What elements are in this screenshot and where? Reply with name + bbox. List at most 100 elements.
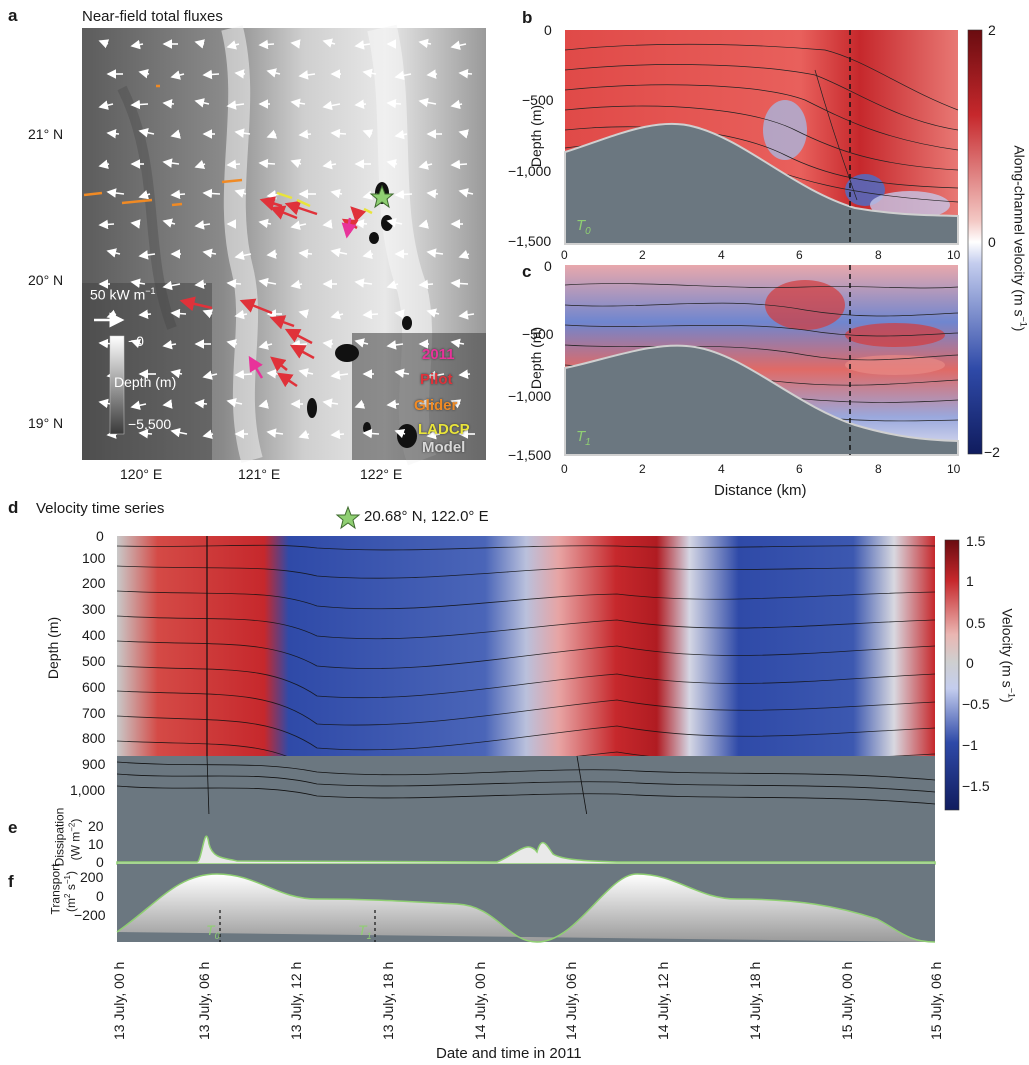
legend-glider: Glider [414, 397, 458, 414]
flux-arrow [362, 129, 374, 139]
flux-arrow [130, 219, 141, 229]
depth-bar-top: −0 [128, 333, 144, 349]
flux-arrow [354, 278, 373, 288]
flux-arrow [418, 97, 437, 108]
flux-arrow [458, 68, 473, 79]
e-tick-10: 10 [88, 836, 104, 852]
d-depth-300: 300 [82, 601, 106, 617]
flux-arrow [426, 370, 445, 381]
transport-plot [116, 864, 936, 943]
b-depth-0: 0 [544, 22, 552, 38]
flux-arrow [266, 68, 281, 78]
flux-arrow [330, 370, 349, 380]
f-tick-0: 0 [96, 888, 104, 904]
flux-arrow [418, 160, 433, 170]
b-depth-1500: −1,500 [508, 233, 552, 249]
c-xlabel: Distance (km) [714, 482, 807, 499]
flux-arrow [354, 218, 368, 229]
flux-arrow [290, 39, 301, 49]
flux-arrow [386, 399, 400, 410]
scale-arrow-label: 50 kW m−1 [90, 286, 156, 303]
lon-120: 120° E [120, 466, 163, 482]
flux-arrow [394, 129, 408, 140]
flux-arrow [258, 39, 275, 50]
flux-arrow [226, 159, 241, 170]
flux-arrow [266, 369, 279, 379]
flux-arrow [458, 310, 475, 320]
panel-b-tag: T0 [576, 217, 591, 237]
flux-arrow [386, 340, 404, 350]
flux-arrow [394, 309, 405, 319]
flux-arrow [226, 339, 238, 349]
panel-e-label: e [8, 818, 18, 837]
flux-arrow [130, 338, 142, 349]
b-depth-500: −500 [522, 92, 554, 108]
bc-cbar-mid: 0 [988, 234, 996, 250]
legend-2011: 2011 [422, 346, 455, 363]
e-tick-0: 0 [96, 854, 104, 870]
flux-arrow [290, 98, 306, 108]
panel-a-label: a [8, 6, 18, 25]
c-dist-10: 10 [947, 462, 961, 476]
flux-arrow [450, 338, 465, 349]
flux-arrow [354, 40, 371, 50]
section-b-plot [564, 30, 959, 245]
flux-arrow [162, 339, 177, 350]
flux-arrow [194, 220, 211, 230]
flux-arrow [362, 68, 377, 79]
flux-arrow [98, 398, 112, 409]
flux-arrow [330, 429, 345, 440]
flux-arrow [266, 129, 278, 139]
flux-arrow [362, 428, 380, 439]
b-ylabel: Depth (m) [528, 104, 545, 168]
flux-arrow [290, 158, 302, 169]
d-cbar-15: 1.5 [966, 533, 986, 549]
flux-arrow [298, 368, 314, 378]
legend-pilot: Pilot [420, 371, 453, 388]
flux-arrow [202, 188, 221, 199]
flux-arrow [170, 70, 185, 80]
flux-arrow [170, 368, 183, 379]
flux-arrow [202, 370, 218, 380]
c-dist-6: 6 [796, 462, 803, 476]
flux-arrow [290, 220, 307, 231]
lat-19: 19° N [28, 415, 64, 431]
d-depth-800: 800 [82, 730, 106, 746]
lon-121: 121° E [238, 466, 281, 482]
time-7: 14 July, 18 h [747, 961, 763, 1040]
flux-arrow [170, 189, 186, 200]
flux-arrow [426, 248, 444, 258]
flux-arrow [354, 99, 367, 109]
lon-122: 122° E [360, 466, 403, 482]
f-t0-label: T0 [206, 922, 220, 941]
flux-arrow [234, 250, 252, 261]
e-ylabel: Dissipation [52, 807, 67, 867]
time-8: 15 July, 00 h [839, 961, 855, 1040]
c-dist-4: 4 [718, 462, 725, 476]
flux-arrow [234, 369, 253, 380]
flux-arrow [138, 309, 152, 320]
flux-arrow [170, 427, 188, 438]
flux-arrow [234, 309, 248, 320]
glider-arrows [83, 84, 243, 207]
flux-arrow [98, 219, 115, 230]
flux-arrow [138, 127, 155, 138]
flux-arrow [202, 69, 220, 80]
f-ylabel: Transport [48, 863, 63, 915]
flux-arrow [130, 278, 146, 288]
flux-arrow [418, 219, 429, 229]
d-colorbar [944, 539, 960, 811]
flux-arrow [162, 399, 173, 409]
d-depth-1000: 1,000 [70, 782, 106, 798]
flux-arrow [450, 40, 467, 51]
f-ylabel-units: (m2 s−1) [62, 871, 78, 912]
d-ylabel: Depth (m) [45, 616, 62, 680]
location-star-icon [335, 505, 361, 530]
flux-arrow [202, 309, 214, 319]
flux-arrow [418, 38, 432, 49]
c-depth-1000: −1,000 [508, 388, 552, 404]
flux-arrow [226, 397, 243, 408]
b-dist-2: 2 [639, 248, 646, 262]
flux-arrow [258, 218, 272, 229]
depth-bar-bottom: −5,500 [128, 416, 172, 432]
